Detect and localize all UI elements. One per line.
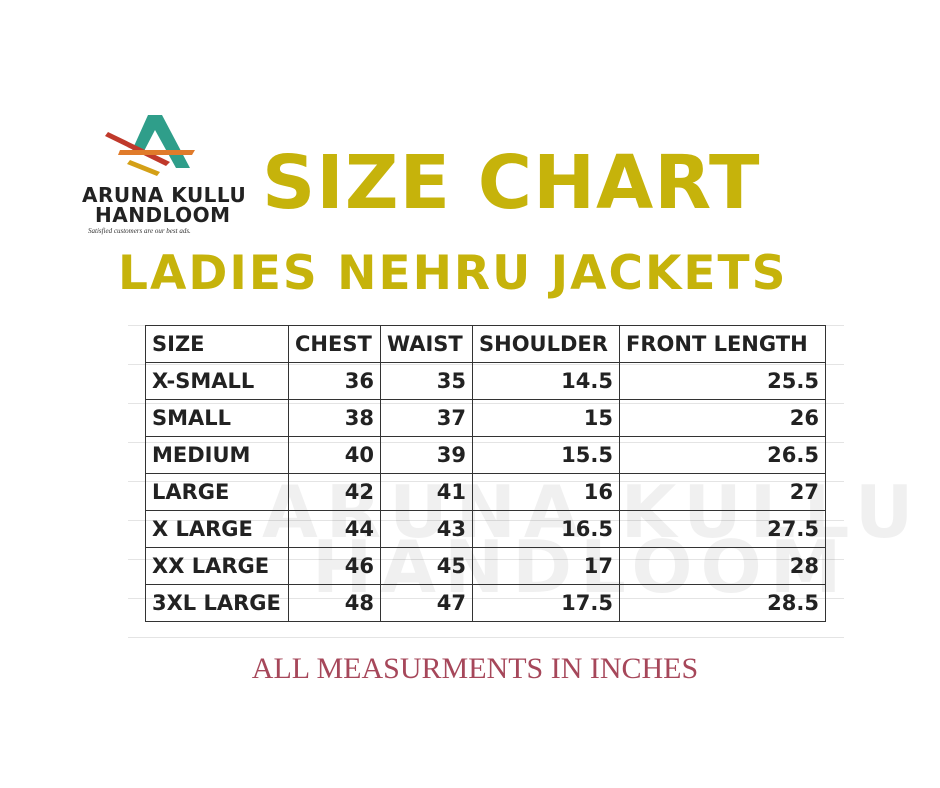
logo-tagline: Satisfied customers are our best ads.	[88, 227, 191, 235]
table-row: LARGE 42 41 16 27	[145, 473, 826, 511]
measure-cell: 26.5	[619, 436, 826, 474]
measure-cell: 14.5	[472, 362, 620, 400]
table-row: MEDIUM 40 39 15.5 26.5	[145, 436, 826, 474]
measure-cell: 44	[288, 510, 381, 548]
measure-cell: 25.5	[619, 362, 826, 400]
measure-cell: 16.5	[472, 510, 620, 548]
measure-cell: 17	[472, 547, 620, 585]
table-row: 3XL LARGE 48 47 17.5 28.5	[145, 584, 826, 622]
measure-cell: 48	[288, 584, 381, 622]
table-row: X LARGE 44 43 16.5 27.5	[145, 510, 826, 548]
table-row: XX LARGE 46 45 17 28	[145, 547, 826, 585]
note: ALL MEASURMENTS IN INCHES	[251, 652, 699, 685]
measure-cell: 26	[619, 399, 826, 437]
measure-cell: 15	[472, 399, 620, 437]
size-cell: SMALL	[145, 399, 289, 437]
logo-text: HANDLOOM	[95, 203, 231, 227]
measure-cell: 43	[380, 510, 473, 548]
measure-cell: 16	[472, 473, 620, 511]
measure-cell: 42	[288, 473, 381, 511]
title: SIZE CHART	[262, 140, 761, 226]
logo-stroke	[118, 150, 195, 155]
size-cell: 3XL LARGE	[145, 584, 289, 622]
measure-cell: 28.5	[619, 584, 826, 622]
measure-cell: 37	[380, 399, 473, 437]
logo-mark	[105, 115, 195, 176]
table-row: X-SMALL 36 35 14.5 25.5	[145, 362, 826, 400]
measure-cell: 41	[380, 473, 473, 511]
size-cell: XX LARGE	[145, 547, 289, 585]
logo-text: ARUNA KULLU	[82, 183, 247, 207]
size-table: SIZE CHEST WAIST SHOULDER FRONT LENGTH X-SMAL…	[145, 325, 826, 622]
header-cell: CHEST	[288, 325, 381, 363]
measure-cell: 27	[619, 473, 826, 511]
measure-cell: 28	[619, 547, 826, 585]
measure-cell: 46	[288, 547, 381, 585]
measure-cell: 36	[288, 362, 381, 400]
measure-cell: 27.5	[619, 510, 826, 548]
header-cell: SHOULDER	[472, 325, 620, 363]
measure-cell: 17.5	[472, 584, 620, 622]
size-cell: MEDIUM	[145, 436, 289, 474]
measure-cell: 38	[288, 399, 381, 437]
header-row: SIZE CHEST WAIST SHOULDER FRONT LENGTH	[145, 325, 826, 363]
header-cell: FRONT LENGTH	[619, 325, 826, 363]
measure-cell: 35	[380, 362, 473, 400]
measure-cell: 45	[380, 547, 473, 585]
measure-cell: 40	[288, 436, 381, 474]
measure-cell: 15.5	[472, 436, 620, 474]
subtitle: LADIES NEHRU JACKETS	[118, 246, 788, 301]
table-row: SMALL 38 37 15 26	[145, 399, 826, 437]
size-cell: LARGE	[145, 473, 289, 511]
logo-stroke	[127, 160, 160, 176]
header-cell: SIZE	[145, 325, 289, 363]
measure-cell: 47	[380, 584, 473, 622]
size-cell: X LARGE	[145, 510, 289, 548]
measure-cell: 39	[380, 436, 473, 474]
logo-stroke	[105, 132, 170, 166]
header-cell: WAIST	[380, 325, 473, 363]
size-cell: X-SMALL	[145, 362, 289, 400]
